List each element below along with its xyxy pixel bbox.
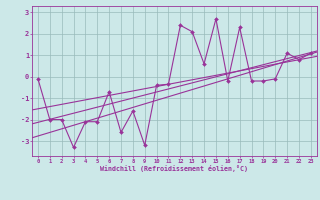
X-axis label: Windchill (Refroidissement éolien,°C): Windchill (Refroidissement éolien,°C) — [100, 165, 248, 172]
